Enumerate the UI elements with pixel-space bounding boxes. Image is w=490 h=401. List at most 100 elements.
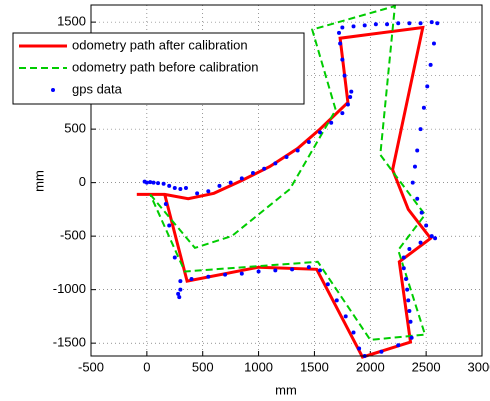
gps-point bbox=[418, 21, 423, 26]
gps-point bbox=[256, 269, 261, 274]
gps-point bbox=[144, 180, 149, 185]
gps-point bbox=[178, 279, 183, 284]
legend-label: odometry path after calibration bbox=[72, 37, 248, 52]
gps-point bbox=[273, 268, 278, 273]
x-tick-label: 1500 bbox=[300, 359, 329, 374]
gps-point bbox=[167, 183, 172, 188]
gps-point bbox=[428, 62, 433, 67]
gps-point bbox=[407, 246, 412, 251]
gps-point bbox=[425, 84, 430, 89]
y-tick-label: -1000 bbox=[53, 281, 86, 296]
x-tick-label: 2000 bbox=[356, 359, 385, 374]
gps-point bbox=[343, 314, 348, 319]
gps-point bbox=[407, 309, 412, 314]
x-tick-label: 3000 bbox=[468, 359, 490, 374]
gps-point bbox=[156, 181, 161, 186]
gps-point bbox=[412, 164, 417, 169]
y-axis-label: mm bbox=[31, 170, 46, 192]
plot-frame bbox=[90, 4, 483, 357]
x-tick-label: 0 bbox=[143, 359, 150, 374]
gps-point bbox=[340, 111, 345, 116]
gps-point bbox=[401, 255, 406, 260]
gps-point bbox=[418, 127, 423, 132]
gps-point bbox=[385, 22, 390, 27]
gps-point bbox=[178, 187, 183, 192]
gps-point bbox=[406, 298, 411, 303]
gps-point bbox=[228, 180, 233, 185]
gps-point bbox=[239, 271, 244, 276]
gps-point bbox=[405, 287, 410, 292]
odometry-line bbox=[136, 25, 433, 359]
gps-point bbox=[183, 185, 188, 190]
y-tick-label: 500 bbox=[64, 121, 86, 136]
gps-point bbox=[435, 21, 440, 26]
gps-point bbox=[351, 24, 356, 29]
gps-point bbox=[325, 282, 330, 287]
gps-point bbox=[379, 349, 384, 354]
legend-label: gps data bbox=[72, 81, 123, 96]
gps-point bbox=[318, 268, 323, 273]
gps-point bbox=[334, 298, 339, 303]
gps-point bbox=[396, 343, 401, 348]
gps-point bbox=[306, 265, 311, 270]
gps-point bbox=[163, 202, 168, 207]
gps-point bbox=[401, 266, 406, 271]
gps-point bbox=[433, 236, 438, 241]
gps-point bbox=[206, 189, 211, 194]
gps-point bbox=[407, 21, 412, 26]
gps-point bbox=[167, 223, 172, 228]
gps-point bbox=[217, 183, 222, 188]
gps-point bbox=[429, 234, 434, 239]
legend-label: odometry path before calibration bbox=[72, 59, 258, 74]
gps-point bbox=[161, 181, 166, 186]
gps-point bbox=[195, 191, 200, 196]
gps-point bbox=[223, 272, 228, 277]
x-axis-label: mm bbox=[275, 382, 297, 397]
gps-point bbox=[262, 166, 267, 171]
gps-point bbox=[418, 240, 423, 245]
gps-point bbox=[429, 20, 434, 25]
gps-point bbox=[342, 73, 347, 78]
x-tick-label: -500 bbox=[78, 359, 104, 374]
gps-point bbox=[318, 130, 323, 135]
gps-point bbox=[338, 41, 343, 46]
gps-point bbox=[206, 274, 211, 279]
x-tick-label: 1000 bbox=[244, 359, 273, 374]
gps-point bbox=[172, 185, 177, 190]
gps-point bbox=[396, 21, 401, 26]
gps-point bbox=[177, 295, 182, 300]
gps-point bbox=[295, 148, 300, 153]
gps-point bbox=[189, 276, 194, 281]
gps-point bbox=[419, 210, 424, 215]
gps-point bbox=[340, 25, 345, 30]
gps-point bbox=[408, 319, 413, 324]
odometry-line bbox=[149, 4, 427, 341]
gps-point bbox=[329, 120, 334, 125]
legend-swatch bbox=[51, 88, 55, 92]
gps-point bbox=[404, 276, 409, 281]
gps-point bbox=[349, 89, 354, 94]
gps-point bbox=[345, 102, 350, 107]
y-tick-label: -1500 bbox=[53, 335, 86, 350]
gps-point bbox=[178, 287, 183, 292]
gps-point bbox=[431, 41, 436, 46]
gps-point bbox=[172, 255, 177, 260]
gps-point bbox=[250, 171, 255, 176]
gps-point bbox=[357, 346, 362, 351]
gps-point bbox=[290, 267, 295, 272]
gps-point bbox=[362, 23, 367, 28]
gps-point bbox=[348, 95, 353, 100]
gps-point bbox=[273, 161, 278, 166]
gps-point bbox=[373, 22, 378, 27]
y-tick-label: -500 bbox=[60, 228, 86, 243]
gps-point bbox=[410, 180, 415, 185]
x-tick-label: 2500 bbox=[412, 359, 441, 374]
y-tick-label: 1500 bbox=[57, 14, 86, 29]
gps-point bbox=[284, 154, 289, 159]
gps-point bbox=[340, 57, 345, 62]
gps-point bbox=[415, 148, 420, 153]
gps-point bbox=[151, 180, 156, 185]
gps-point bbox=[421, 105, 426, 110]
gps-point bbox=[337, 30, 342, 35]
